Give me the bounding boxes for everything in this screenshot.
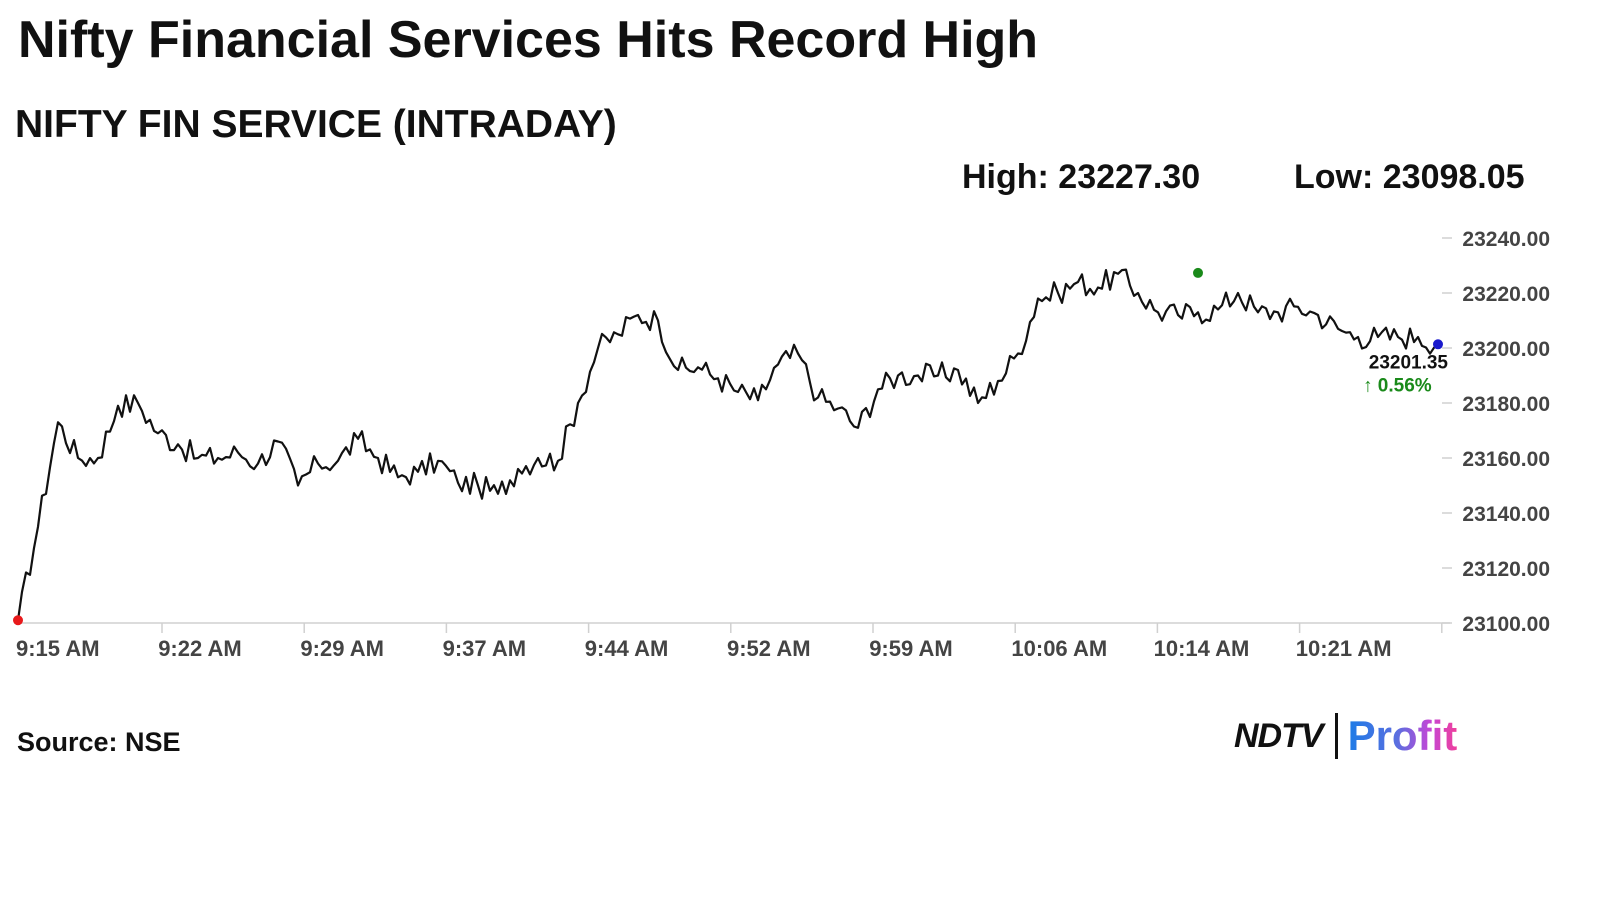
logo-profit-text: Profit <box>1347 712 1458 759</box>
x-tick-label: 10:06 AM <box>1011 636 1107 661</box>
chart-subtitle: NIFTY FIN SERVICE (INTRADAY) <box>15 103 617 146</box>
logo-ndtv-text: NDTV <box>1234 716 1324 755</box>
x-tick-label: 9:37 AM <box>443 636 527 661</box>
x-tick-label: 10:14 AM <box>1154 636 1250 661</box>
y-tick-label: 23180.00 <box>1462 393 1550 416</box>
intraday-line-chart: 23240.00 23220.00 23200.00 23180.00 23160.00… <box>13 228 1550 661</box>
y-tick-label: 23140.00 <box>1462 503 1550 526</box>
change-label: ↑ 0.56% <box>1363 375 1432 396</box>
x-tick-label: 9:15 AM <box>16 636 100 661</box>
label-layer: 23201.35↑ 0.56% <box>1363 352 1448 396</box>
open-marker <box>13 615 23 626</box>
y-tick-label: 23160.00 <box>1462 448 1550 471</box>
y-axis: 23240.00 23220.00 23200.00 23180.00 23160.00… <box>1442 228 1550 636</box>
x-tick-label: 9:44 AM <box>585 636 669 661</box>
series-layer <box>16 268 1439 621</box>
x-axis: 9:15 AM 9:22 AM 9:29 AM 9:37 AM 9:44 AM 9:52 … <box>16 622 1450 661</box>
x-tick-label: 9:52 AM <box>727 636 811 661</box>
y-tick-label: 23100.00 <box>1462 613 1550 636</box>
logo-separator <box>1334 713 1338 759</box>
y-tick-label: 23240.00 <box>1462 228 1550 251</box>
x-tick-label: 9:29 AM <box>300 636 384 661</box>
last-value-label: 23201.35 <box>1369 352 1449 373</box>
x-tick-label: 10:21 AM <box>1296 636 1392 661</box>
ndtv-profit-logo: NDTV Profit <box>1234 712 1514 760</box>
page-title: Nifty Financial Services Hits Record Hig… <box>18 11 1039 69</box>
price-line <box>16 268 1439 621</box>
y-tick-label: 23200.00 <box>1462 338 1550 361</box>
low-stat: Low: 23098.05 <box>1294 158 1525 196</box>
high-marker <box>1193 267 1203 278</box>
y-tick-label: 23220.00 <box>1462 283 1550 306</box>
source-note: Source: NSE <box>17 727 181 757</box>
x-tick-label: 9:59 AM <box>869 636 953 661</box>
marker-layer <box>13 267 1443 626</box>
y-tick-label: 23120.00 <box>1462 558 1550 581</box>
high-stat: High: 23227.30 <box>962 158 1201 196</box>
x-tick-label: 9:22 AM <box>158 636 242 661</box>
last-marker <box>1433 339 1443 350</box>
